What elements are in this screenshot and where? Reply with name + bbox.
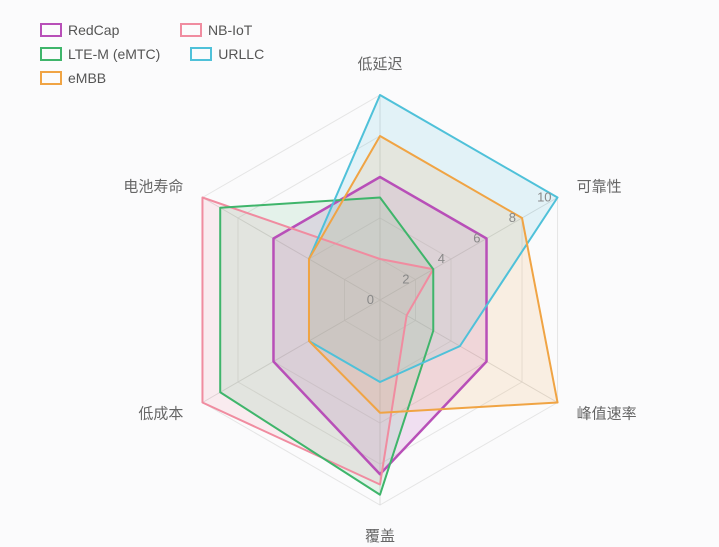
tick-label: 6 <box>473 231 480 246</box>
legend-item-ltem: LTE-M (eMTC) <box>40 46 160 62</box>
legend-item-embb: eMBB <box>40 70 150 86</box>
legend-label: URLLC <box>218 46 264 62</box>
chart-legend: RedCap NB-IoT LTE-M (eMTC) URLLC eMBB <box>40 22 300 86</box>
axis-label: 电池寿命 <box>123 178 183 196</box>
legend-swatch-embb <box>40 71 62 85</box>
tick-label: 8 <box>509 210 516 225</box>
axis-label: 覆盖 <box>365 528 395 545</box>
legend-swatch-urllc <box>190 47 212 61</box>
legend-swatch-ltem <box>40 47 62 61</box>
tick-label: 2 <box>402 272 409 287</box>
legend-swatch-redcap <box>40 23 62 37</box>
legend-item-nbiot: NB-IoT <box>180 22 290 38</box>
axis-label: 低成本 <box>138 406 183 423</box>
legend-label: NB-IoT <box>208 22 252 38</box>
legend-label: eMBB <box>68 70 106 86</box>
legend-item-redcap: RedCap <box>40 22 150 38</box>
legend-label: LTE-M (eMTC) <box>68 46 160 62</box>
tick-label: 10 <box>537 190 551 205</box>
legend-item-urllc: URLLC <box>190 46 300 62</box>
tick-label: 0 <box>367 292 374 307</box>
axis-label: 峰值速率 <box>577 406 637 423</box>
radar-chart-container: 低延迟可靠性峰值速率覆盖 低成本 电池寿命 0 2 4 6 8 10 RedCap NB-IoT… <box>0 0 719 547</box>
axis-label: 低延迟 <box>357 56 402 73</box>
legend-label: RedCap <box>68 22 119 38</box>
tick-label: 4 <box>438 251 445 266</box>
axis-label: 可靠性 <box>577 179 622 196</box>
legend-swatch-nbiot <box>180 23 202 37</box>
